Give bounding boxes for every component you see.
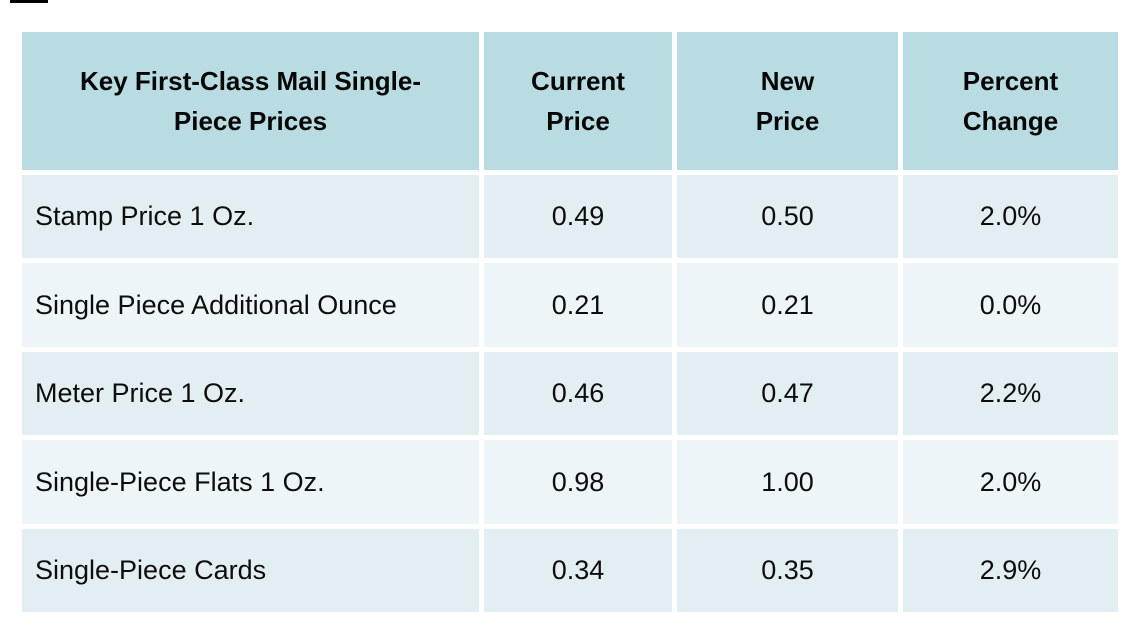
cell-percent-change: 2.2% [903, 352, 1118, 435]
cell-current-price: 0.21 [484, 263, 672, 347]
cell-new-price: 1.00 [677, 440, 898, 524]
cell-percent-change: 2.9% [903, 529, 1118, 612]
row-label-meter-price: Meter Price 1 Oz. [22, 352, 479, 435]
cell-current-price: 0.46 [484, 352, 672, 435]
cell-current-price: 0.98 [484, 440, 672, 524]
cell-current-price: 0.34 [484, 529, 672, 612]
column-header-current-price: Current Price [484, 32, 672, 170]
cell-new-price: 0.47 [677, 352, 898, 435]
cell-percent-change: 2.0% [903, 440, 1118, 524]
cell-new-price: 0.21 [677, 263, 898, 347]
cell-current-price: 0.49 [484, 175, 672, 258]
cell-new-price: 0.35 [677, 529, 898, 612]
stray-mark [10, 0, 48, 3]
table-title-cell: Key First-Class Mail Single- Piece Price… [22, 32, 479, 170]
column-header-new-price: New Price [677, 32, 898, 170]
row-label-flats: Single-Piece Flats 1 Oz. [22, 440, 479, 524]
column-header-percent-change: Percent Change [903, 32, 1118, 170]
cell-new-price: 0.50 [677, 175, 898, 258]
cell-percent-change: 2.0% [903, 175, 1118, 258]
row-label-stamp-price: Stamp Price 1 Oz. [22, 175, 479, 258]
row-label-additional-ounce: Single Piece Additional Ounce [22, 263, 479, 347]
cell-percent-change: 0.0% [903, 263, 1118, 347]
row-label-cards: Single-Piece Cards [22, 529, 479, 612]
prices-table: Key First-Class Mail Single- Piece Price… [22, 32, 1118, 612]
